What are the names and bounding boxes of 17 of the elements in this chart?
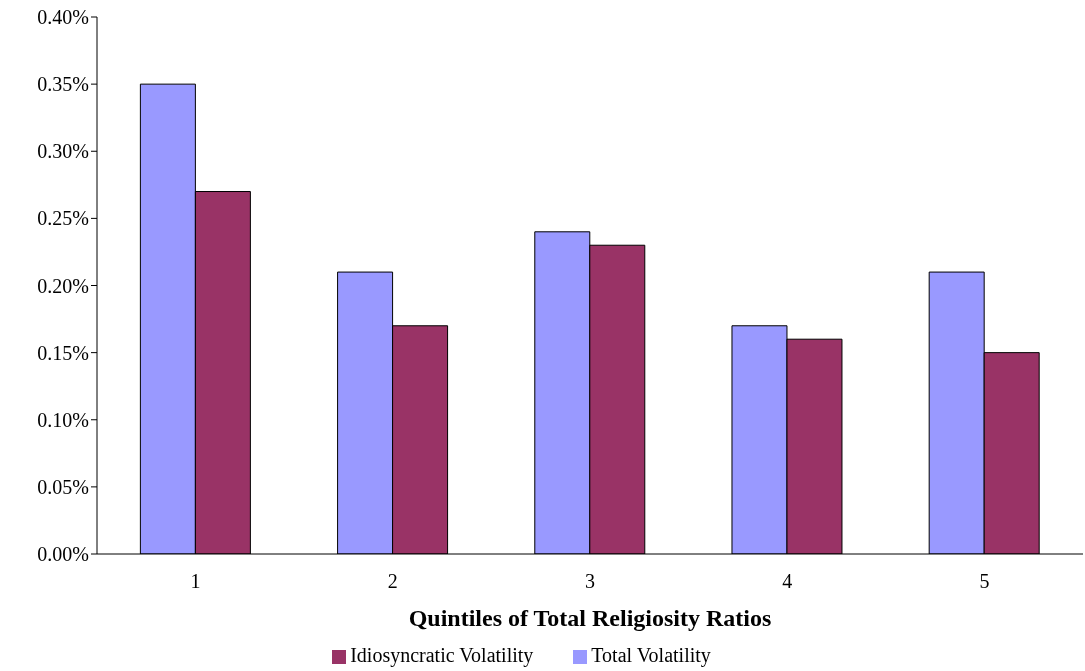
y-tick-label: 0.10% [37, 408, 89, 431]
legend-label: Total Volatility [591, 644, 711, 666]
x-tick-label: 3 [585, 570, 595, 593]
x-tick-label: 1 [190, 570, 201, 593]
y-tick-label: 0.05% [37, 475, 89, 498]
legend-label: Idiosyncratic Volatility [350, 644, 534, 666]
x-tick-label: 4 [782, 570, 793, 593]
y-tick-label: 0.35% [37, 73, 89, 96]
y-tick-label: 0.00% [37, 543, 89, 566]
y-tick-label: 0.30% [37, 140, 89, 163]
x-tick-label: 2 [387, 570, 398, 593]
y-tick-label: 0.40% [37, 6, 89, 29]
y-tick-label: 0.20% [37, 274, 89, 297]
x-tick-label: 5 [979, 570, 990, 593]
y-tick-label: 0.25% [37, 207, 89, 230]
y-tick-label: 0.15% [37, 341, 89, 364]
x-axis-title: Quintiles of Total Religiosity Ratios [408, 605, 772, 631]
